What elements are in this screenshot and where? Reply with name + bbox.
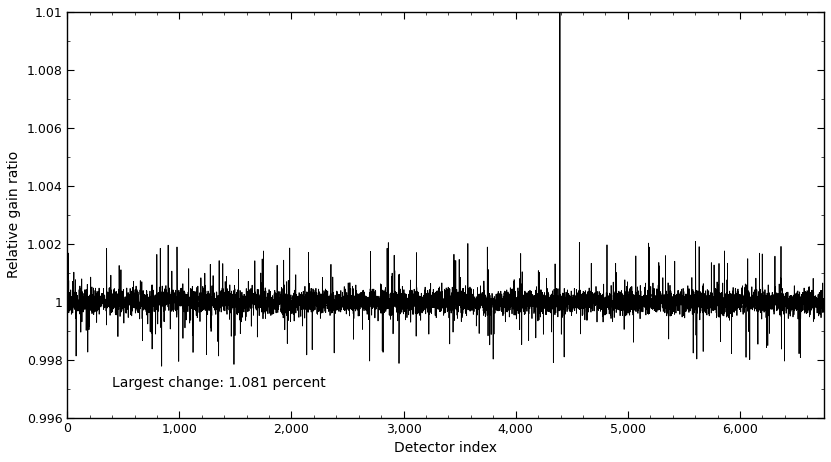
- Y-axis label: Relative gain ratio: Relative gain ratio: [7, 151, 21, 279]
- X-axis label: Detector index: Detector index: [394, 441, 497, 455]
- Text: Largest change: 1.081 percent: Largest change: 1.081 percent: [112, 376, 326, 390]
